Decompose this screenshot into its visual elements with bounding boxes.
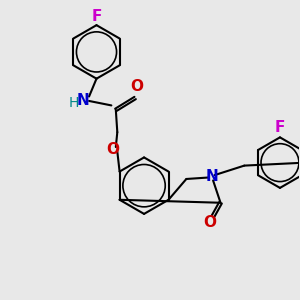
Text: N: N xyxy=(77,94,89,109)
Text: F: F xyxy=(91,9,102,24)
Text: O: O xyxy=(204,214,217,230)
Text: O: O xyxy=(130,80,143,94)
Text: H: H xyxy=(68,96,79,110)
Text: F: F xyxy=(275,120,285,135)
Text: O: O xyxy=(106,142,119,158)
Text: N: N xyxy=(205,169,218,184)
